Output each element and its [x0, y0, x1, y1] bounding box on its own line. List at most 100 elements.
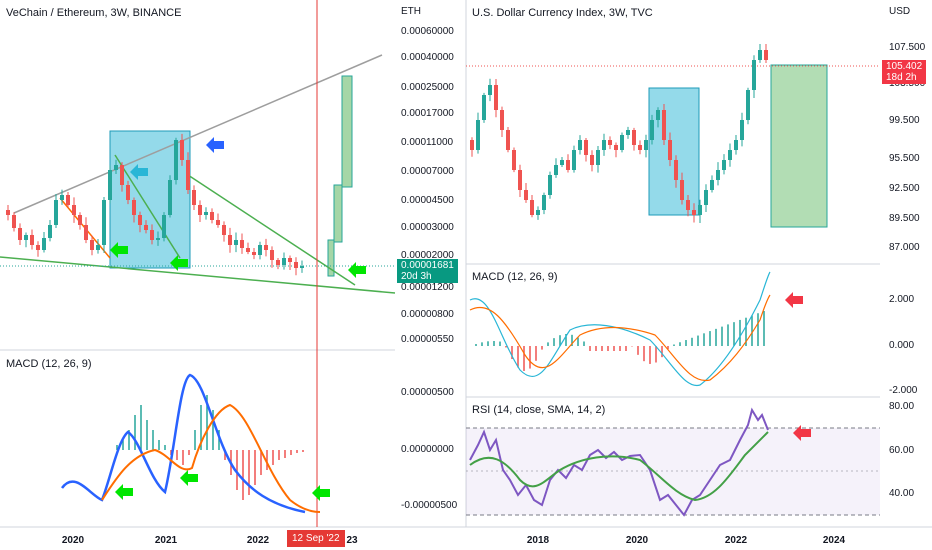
candle-body — [300, 266, 304, 268]
candle-body — [722, 160, 726, 170]
candle-body — [126, 185, 130, 200]
candle-body — [752, 60, 756, 90]
right-macd-tick-1: 0.000 — [889, 340, 915, 351]
candle-body — [246, 248, 250, 252]
candle-body — [132, 200, 136, 215]
candle-body — [704, 190, 708, 205]
candle-body — [288, 258, 292, 262]
left-last-price-tag: 0.00001681 20d 3h — [397, 259, 458, 283]
green-arrow-icon — [312, 485, 330, 501]
right-x-tick-2: 2022 — [724, 535, 748, 546]
left-x-tick-0: 2020 — [61, 535, 85, 546]
candle-body — [18, 228, 22, 240]
right-price-tick-2: 99.500 — [889, 115, 920, 126]
left-x-tick-1: 2021 — [154, 535, 178, 546]
candle-body — [138, 215, 142, 225]
candle-body — [174, 140, 178, 180]
candle-body — [626, 130, 630, 135]
candle-body — [644, 140, 648, 150]
candle-body — [710, 180, 714, 190]
left-price-tick-9: 0.00001200 — [401, 282, 454, 293]
candle-body — [78, 215, 82, 225]
candle-body — [680, 180, 684, 200]
blue-arrow-icon — [206, 137, 224, 153]
candle-body — [198, 205, 202, 215]
right-x-tick-3: 2024 — [822, 535, 846, 546]
candle-body — [578, 140, 582, 150]
candle-body — [12, 215, 16, 228]
candle-body — [42, 238, 46, 250]
candle-body — [24, 235, 28, 240]
green-arrow-icon — [115, 484, 133, 500]
candle-body — [758, 50, 762, 60]
candle-body — [72, 205, 76, 215]
candle-body — [650, 120, 654, 140]
candle-body — [572, 150, 576, 170]
candle-body — [294, 262, 298, 268]
rmacd-line — [469, 271, 771, 387]
candle-body — [54, 200, 58, 225]
left-price-tick-1: 0.00040000 — [401, 52, 454, 63]
candle-body — [506, 130, 510, 150]
candle-body — [6, 210, 10, 215]
blue-arrow-icon — [130, 164, 148, 180]
candle-body — [524, 190, 528, 200]
left-price-tick-2: 0.00025000 — [401, 82, 454, 93]
right-countdown: 18d 2h — [886, 72, 917, 83]
candle-body — [566, 160, 570, 170]
left-price-tick-6: 0.00004500 — [401, 195, 454, 206]
right-price-tick-3: 95.500 — [889, 153, 920, 164]
candle-body — [692, 210, 696, 215]
candle-body — [210, 212, 214, 220]
candle-body — [620, 135, 624, 150]
left-axis-unit: ETH — [401, 6, 421, 17]
candle-body — [482, 95, 486, 120]
right-macd-tick-0: 2.000 — [889, 294, 915, 305]
candle-body — [108, 170, 112, 200]
candle-body — [222, 225, 226, 235]
candle-body — [96, 245, 100, 250]
candle-body — [596, 150, 600, 165]
candle-body — [216, 220, 220, 225]
candle-body — [476, 120, 480, 150]
candle-body — [698, 205, 702, 215]
right-price-tick-4: 92.500 — [889, 183, 920, 194]
right-highlight-box-green — [770, 64, 828, 228]
candle-body — [518, 170, 522, 190]
candle-body — [530, 200, 534, 215]
candle-body — [84, 225, 88, 240]
candle-body — [536, 210, 540, 215]
candle-body — [90, 240, 94, 250]
candle-body — [764, 50, 768, 60]
green-arrow-icon — [180, 470, 198, 486]
candle-body — [102, 200, 106, 245]
candle-body — [48, 225, 52, 238]
candle-body — [494, 85, 498, 110]
candle-body — [746, 90, 750, 120]
right-rsi-tick-0: 80.00 — [889, 401, 915, 412]
left-price-tick-5: 0.00007000 — [401, 166, 454, 177]
candle-body — [548, 175, 552, 195]
right-x-tick-1: 2020 — [625, 535, 649, 546]
candle-body — [252, 252, 256, 255]
left-macd-title: MACD (12, 26, 9) — [6, 358, 92, 370]
candle-body — [734, 140, 738, 150]
left-projection-box-3 — [341, 75, 353, 188]
left-countdown: 20d 3h — [401, 271, 432, 282]
green-arrow-icon — [170, 255, 188, 271]
candle-body — [554, 165, 558, 175]
candle-body — [668, 140, 672, 160]
right-rsi-tick-1: 60.00 — [889, 445, 915, 456]
left-price-tick-10: 0.00000800 — [401, 309, 454, 320]
candle-body — [590, 155, 594, 165]
right-macd-tick-2: -2.000 — [889, 385, 918, 396]
candle-body — [66, 195, 70, 205]
right-rsi-title: RSI (14, close, SMA, 14, 2) — [472, 404, 606, 416]
candle-body — [228, 235, 232, 245]
candle-body — [740, 120, 744, 140]
candle-body — [30, 235, 34, 245]
left-price-tick-8: 0.00002000 — [401, 250, 454, 261]
candle-body — [512, 150, 516, 170]
candle-body — [36, 245, 40, 250]
